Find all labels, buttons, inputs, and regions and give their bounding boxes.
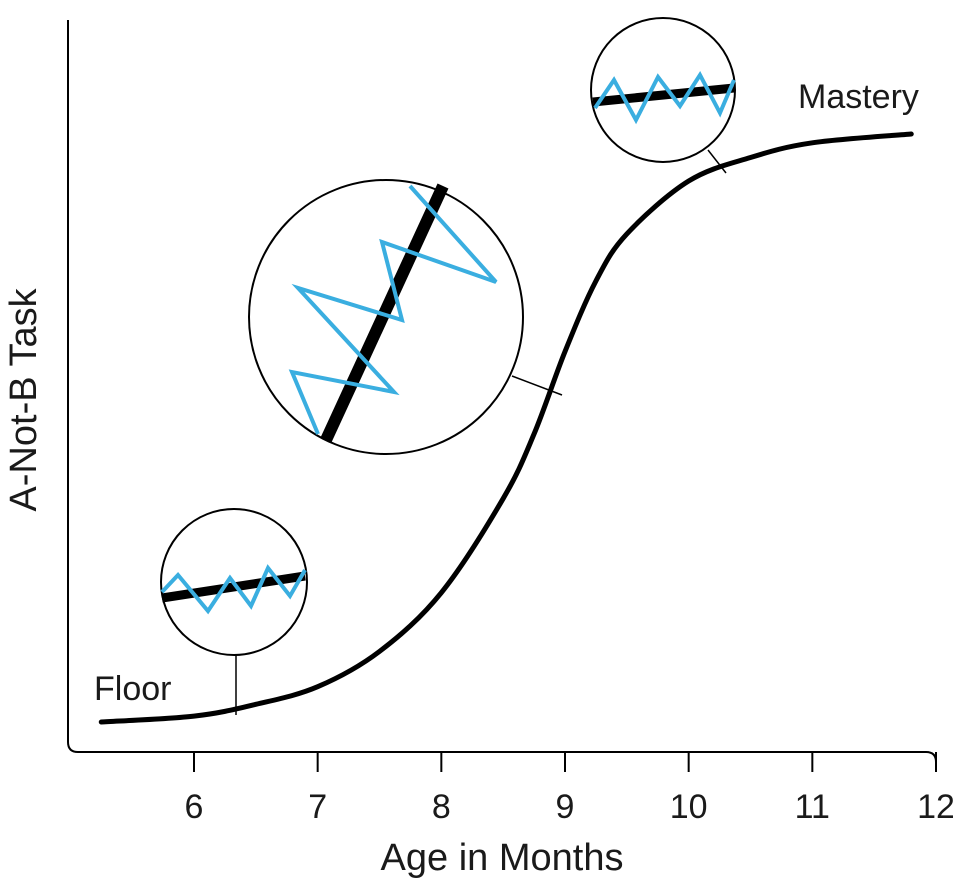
x-tick-label: 7 (308, 788, 327, 826)
x-tick-label: 9 (556, 788, 575, 826)
x-tick-label: 12 (917, 788, 953, 826)
mastery-inset (590, 17, 736, 163)
mastery-inset-zigzag (593, 71, 736, 125)
x-tick-label: 8 (432, 788, 451, 826)
transition-inset-zigzag (288, 184, 498, 435)
floor-label: Floor (94, 670, 171, 708)
mastery-inset-trend-line (592, 83, 735, 107)
mastery-inset-circle (590, 17, 736, 163)
y-axis-title: A-Not-B Task (3, 287, 45, 511)
x-tick-label: 10 (670, 788, 708, 826)
mastery-inset-connector (707, 149, 727, 174)
mastery-label: Mastery (798, 78, 919, 116)
x-tick-label: 11 (795, 788, 830, 826)
transition-inset-connector (511, 375, 563, 396)
x-ticks: 6 7 8 9 10 11 12 (185, 752, 953, 826)
x-axis-title: Age in Months (381, 837, 624, 879)
floor-inset (160, 508, 308, 656)
floor-inset-zigzag (160, 564, 307, 615)
x-tick-label: 6 (185, 788, 204, 826)
transition-inset (248, 179, 524, 455)
axes-frame (67, 20, 937, 772)
sigmoid-curve (98, 131, 914, 725)
floor-inset-trend-line (161, 571, 306, 603)
